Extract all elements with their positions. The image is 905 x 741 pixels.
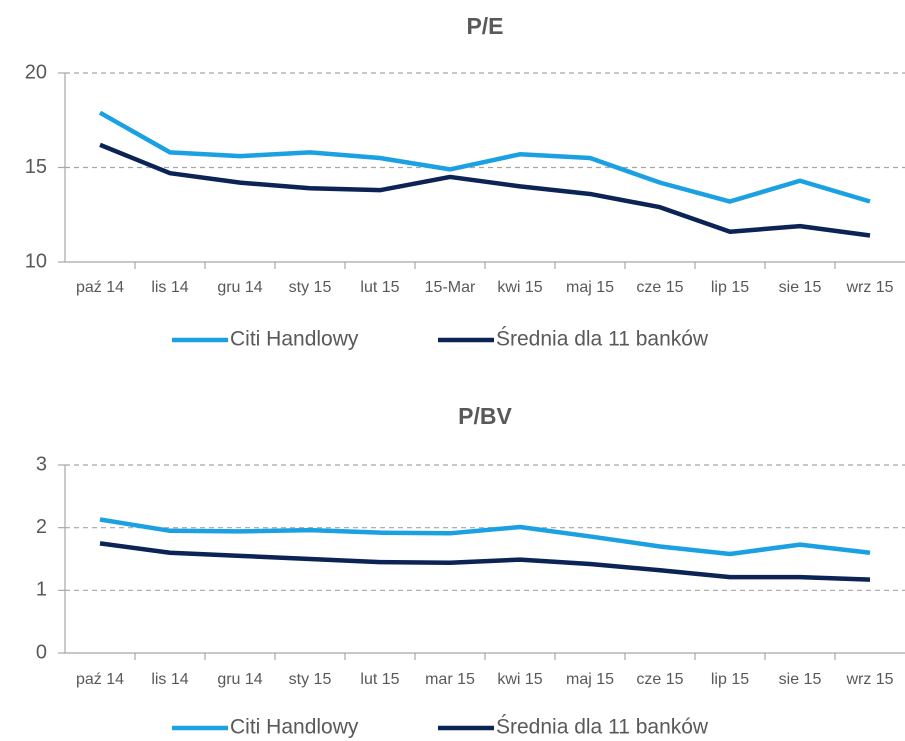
chart-title: P/BV — [458, 403, 512, 429]
x-tick-label: lip 15 — [711, 671, 749, 688]
y-tick-label: 3 — [36, 453, 47, 475]
x-tick-label: cze 15 — [636, 279, 683, 296]
y-tick-label: 20 — [25, 61, 47, 83]
x-tick-label: maj 15 — [566, 279, 614, 296]
x-tick-label: gru 14 — [217, 279, 262, 296]
y-tick-label: 0 — [36, 641, 47, 663]
chart-title: P/E — [466, 13, 503, 39]
x-tick-label: lis 14 — [151, 671, 188, 688]
x-tick-label: sty 15 — [289, 671, 332, 688]
legend-label: Średnia dla 11 banków — [496, 327, 709, 351]
x-tick-label: sie 15 — [779, 279, 822, 296]
series-line — [99, 541, 871, 582]
x-tick-label: lis 14 — [151, 279, 188, 296]
y-tick-label: 1 — [36, 579, 47, 601]
legend-label: Citi Handlowy — [230, 328, 359, 351]
y-tick-label: 15 — [25, 156, 47, 178]
y-tick-label: 10 — [25, 250, 47, 272]
x-tick-label: paź 14 — [76, 671, 124, 688]
x-tick-label: 15-Mar — [425, 279, 476, 296]
series-line — [99, 142, 871, 238]
x-tick-label: sty 15 — [289, 279, 332, 296]
x-tick-label: mar 15 — [425, 671, 475, 688]
x-tick-label: lip 15 — [711, 279, 749, 296]
series-line — [99, 517, 871, 557]
x-tick-label: gru 14 — [217, 671, 262, 688]
legend-label: Citi Handlowy — [230, 716, 359, 739]
x-tick-label: kwi 15 — [497, 279, 542, 296]
x-tick-label: sie 15 — [779, 671, 822, 688]
x-tick-label: kwi 15 — [497, 671, 542, 688]
series-line — [98, 110, 871, 204]
x-tick-label: paź 14 — [76, 279, 124, 296]
x-tick-label: lut 15 — [360, 279, 399, 296]
x-tick-label: lut 15 — [360, 671, 399, 688]
x-tick-label: wrz 15 — [845, 671, 893, 688]
x-tick-label: wrz 15 — [845, 279, 893, 296]
y-tick-label: 2 — [36, 516, 47, 538]
legend-label: Średnia dla 11 banków — [496, 715, 709, 739]
x-tick-label: maj 15 — [566, 671, 614, 688]
x-tick-label: cze 15 — [636, 671, 683, 688]
